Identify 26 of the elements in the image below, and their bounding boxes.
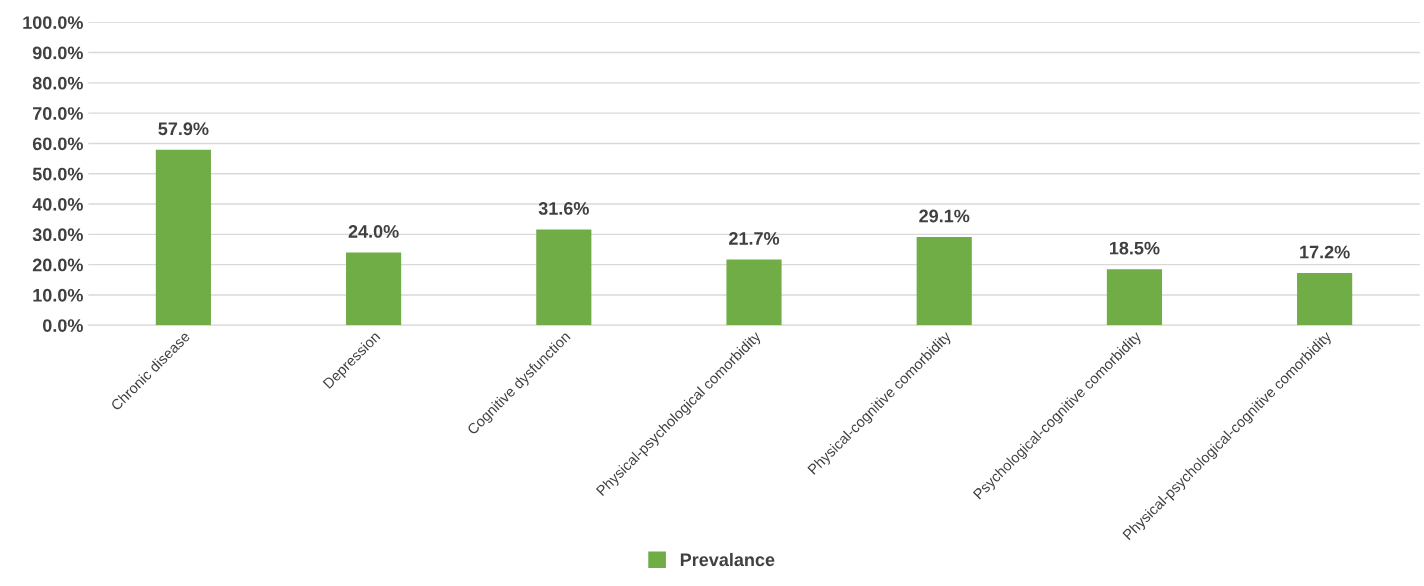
bar (916, 237, 972, 326)
text: 17.2% (1300, 245, 1350, 259)
text: 18.5% (1109, 241, 1160, 255)
text: 21.7% (729, 232, 780, 245)
y-tick-label: 80.0% (32, 76, 83, 90)
legend-label: Prevalance (680, 552, 775, 567)
text: 31.6% (538, 202, 589, 215)
bar (346, 252, 402, 326)
y-tick-label: 10.0% (33, 288, 83, 302)
bar (536, 229, 592, 326)
y-tick-label: 70.0% (33, 107, 83, 120)
text: 29.1% (919, 209, 970, 223)
y-tick-label: 40.0% (32, 197, 83, 211)
bar (155, 149, 211, 326)
y-tick-label: 0.0% (42, 319, 83, 332)
y-tick-label: 20.0% (32, 258, 83, 272)
y-tick-label: 90.0% (32, 46, 83, 60)
y-tick-label: 100.0% (23, 16, 83, 29)
bar (726, 259, 782, 326)
y-tick-label: 50.0% (32, 167, 83, 181)
text: 24.0% (348, 225, 399, 238)
bar (1106, 269, 1162, 326)
y-tick-label: 60.0% (32, 137, 83, 151)
y-tick-label: 30.0% (32, 228, 83, 242)
text: 57.9% (158, 122, 209, 136)
bar (1297, 273, 1353, 326)
